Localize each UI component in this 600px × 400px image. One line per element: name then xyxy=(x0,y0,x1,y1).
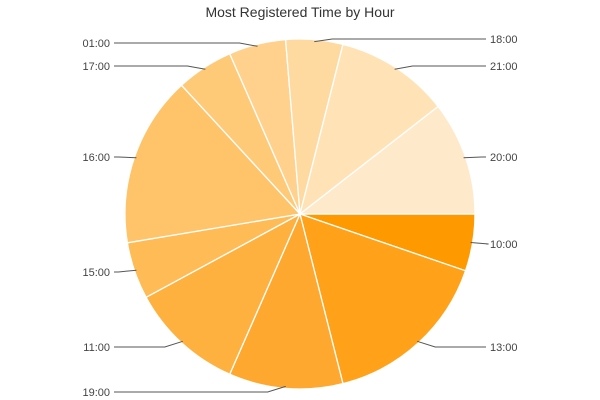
slice-label-2100: 21:00 xyxy=(490,61,518,73)
pie-slice-2100 xyxy=(298,43,440,216)
leader-line-1300 xyxy=(417,340,486,348)
slice-labels: 10:00 13:00 19:00 11:00 15:00 16:00 17:00 01:00… xyxy=(82,34,517,399)
slice-label-1800: 18:00 xyxy=(490,34,518,46)
pie-slice-1600 xyxy=(124,84,302,244)
leader-line-1100 xyxy=(114,340,183,348)
leader-line-1600 xyxy=(114,156,137,159)
leader-line-0100 xyxy=(114,42,258,47)
pie-slice-1300 xyxy=(299,212,467,385)
pie-slice-1900 xyxy=(228,212,344,390)
slice-label-1900: 19:00 xyxy=(82,387,110,399)
leader-line-1700 xyxy=(114,65,206,70)
slice-label-1300: 13:00 xyxy=(490,342,518,354)
leader-line-1500 xyxy=(114,269,137,273)
leader-line-1000 xyxy=(470,242,489,245)
slice-label-1000: 10:00 xyxy=(490,239,518,251)
slice-label-1500: 15:00 xyxy=(82,267,110,279)
slice-label-1600: 16:00 xyxy=(82,152,110,164)
slice-label-1700: 17:00 xyxy=(82,61,110,73)
pie-slice-2000 xyxy=(298,105,476,215)
slice-label-0100: 01:00 xyxy=(82,38,110,50)
leader-line-2100 xyxy=(394,65,486,70)
leader-line-1800 xyxy=(314,38,486,43)
leader-line-1900 xyxy=(114,385,286,393)
chart-title: Most Registered Time by Hour xyxy=(205,4,394,20)
pie-slices xyxy=(124,38,476,390)
slice-label-2000: 20:00 xyxy=(490,152,518,164)
slice-label-1100: 11:00 xyxy=(83,342,110,354)
pie-slice-1100 xyxy=(145,212,302,376)
leader-line-2000 xyxy=(463,156,486,159)
